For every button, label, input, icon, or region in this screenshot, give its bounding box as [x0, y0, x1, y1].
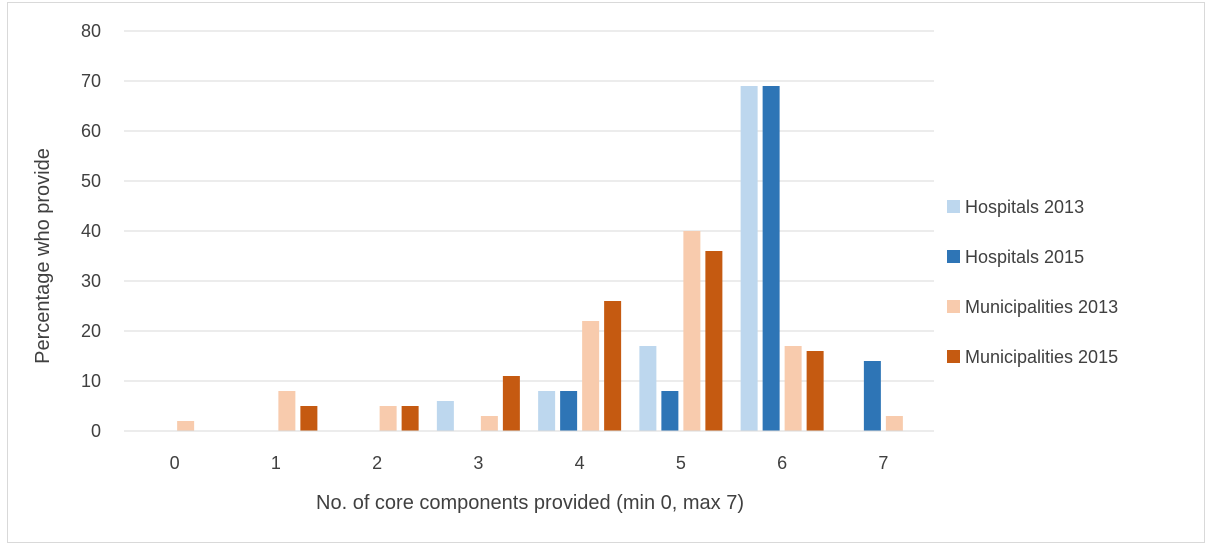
- y-tick-label: 80: [81, 21, 101, 41]
- bar-municipalities-2015-3: [502, 376, 520, 431]
- bar-municipalities-2013-6: [784, 346, 802, 431]
- legend-swatch: [947, 250, 960, 263]
- bar-municipalities-2015-6: [806, 351, 824, 431]
- legend-label: Hospitals 2013: [965, 197, 1084, 217]
- y-tick-label: 0: [91, 421, 101, 441]
- legend-item: Hospitals 2013: [947, 197, 1084, 217]
- bar-hospitals-2015-4: [560, 391, 578, 431]
- bar-municipalities-2015-1: [300, 406, 318, 431]
- legend-swatch: [947, 300, 960, 313]
- legend-item: Municipalities 2015: [947, 347, 1118, 367]
- legend-item: Hospitals 2015: [947, 247, 1084, 267]
- bar-hospitals-2013-4: [538, 391, 556, 431]
- y-tick-label: 30: [81, 271, 101, 291]
- bar-municipalities-2013-7: [885, 416, 903, 431]
- chart-frame: [7, 2, 1205, 543]
- legend-label: Municipalities 2015: [965, 347, 1118, 367]
- y-tick-label: 70: [81, 71, 101, 91]
- legend-label: Hospitals 2015: [965, 247, 1084, 267]
- legend-item: Municipalities 2013: [947, 297, 1118, 317]
- bar-municipalities-2013-0: [177, 421, 195, 431]
- bar-municipalities-2013-1: [278, 391, 296, 431]
- x-tick-label: 7: [878, 453, 888, 473]
- legend-label: Municipalities 2013: [965, 297, 1118, 317]
- bar-municipalities-2013-5: [683, 231, 701, 431]
- legend-swatch: [947, 200, 960, 213]
- y-tick-label: 10: [81, 371, 101, 391]
- bar-hospitals-2015-5: [661, 391, 679, 431]
- x-tick-label: 2: [372, 453, 382, 473]
- bar-municipalities-2015-4: [604, 301, 622, 431]
- bar-municipalities-2013-2: [379, 406, 397, 431]
- y-axis-title: Percentage who provide: [32, 148, 54, 364]
- x-tick-label: 3: [473, 453, 483, 473]
- y-axis-ticks: 0 10 20 30 40 50 60 70 80: [81, 21, 101, 441]
- bar-municipalities-2013-3: [480, 416, 498, 431]
- y-tick-label: 50: [81, 171, 101, 191]
- bar-hospitals-2013-6: [740, 86, 758, 431]
- y-tick-label: 40: [81, 221, 101, 241]
- bar-hospitals-2013-3: [436, 401, 454, 431]
- y-tick-label: 20: [81, 321, 101, 341]
- y-tick-label: 60: [81, 121, 101, 141]
- x-axis-ticks: 0 1 2 3 4 5 6 7: [170, 453, 889, 473]
- x-tick-label: 0: [170, 453, 180, 473]
- legend-swatch: [947, 350, 960, 363]
- gridlines: [124, 30, 934, 382]
- bars: [177, 86, 903, 431]
- bar-hospitals-2015-7: [863, 361, 881, 431]
- bar-municipalities-2013-4: [582, 321, 600, 431]
- bar-municipalities-2015-2: [401, 406, 419, 431]
- bar-hospitals-2015-6: [762, 86, 780, 431]
- x-tick-label: 1: [271, 453, 281, 473]
- legend: Hospitals 2013 Hospitals 2015 Municipaliti…: [947, 197, 1118, 367]
- bar-hospitals-2013-5: [639, 346, 657, 431]
- x-tick-label: 5: [676, 453, 686, 473]
- x-tick-label: 4: [575, 453, 585, 473]
- x-axis-title: No. of core components provided (min 0, …: [316, 492, 744, 514]
- x-tick-label: 6: [777, 453, 787, 473]
- bar-municipalities-2015-5: [705, 251, 723, 431]
